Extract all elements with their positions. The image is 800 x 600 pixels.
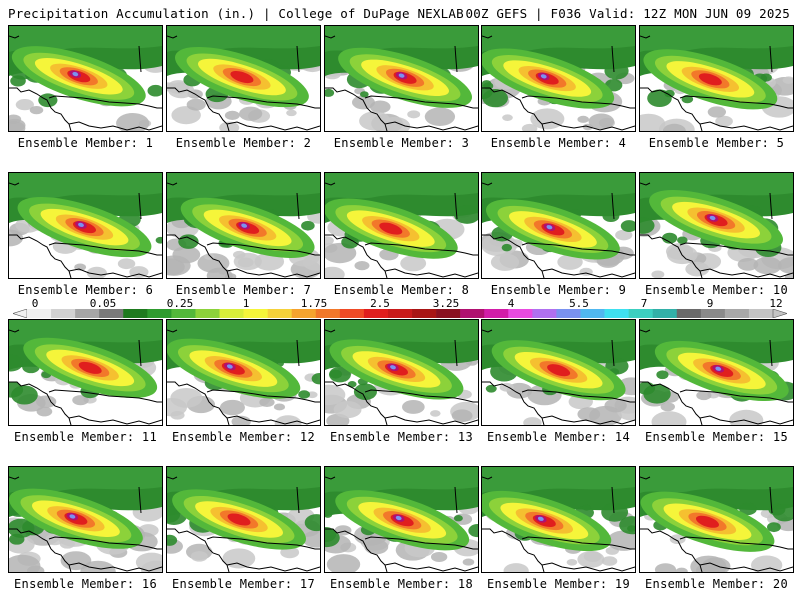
colorbar-swatch xyxy=(387,309,413,318)
colorbar-swatch xyxy=(171,309,196,318)
colorbar-swatch xyxy=(27,309,52,318)
colorbar-swatch xyxy=(460,309,485,318)
ensemble-member-caption: Ensemble Member: 18 xyxy=(330,577,473,591)
colorbar-swatch xyxy=(243,309,268,318)
precip-map xyxy=(166,466,321,573)
colorbar-swatch xyxy=(51,309,76,318)
colorbar-tick-label: 9 xyxy=(706,297,714,310)
precip-map xyxy=(8,25,163,132)
colorbar-swatch xyxy=(219,309,244,318)
precip-map xyxy=(166,319,321,426)
precip-map xyxy=(324,25,479,132)
colorbar-swatch xyxy=(147,309,172,318)
colorbar-tick-label: 4 xyxy=(507,297,515,310)
ensemble-member-caption: Ensemble Member: 6 xyxy=(17,283,154,297)
colorbar-swatch xyxy=(676,309,702,318)
ensemble-member-caption: Ensemble Member: 16 xyxy=(14,577,157,591)
precip-map xyxy=(8,172,163,279)
colorbar-right-arrow xyxy=(772,309,787,318)
colorbar-strip xyxy=(13,309,787,318)
colorbar-swatch xyxy=(484,309,509,318)
colorbar-tick-label: 0 xyxy=(31,297,39,310)
colorbar-swatch xyxy=(436,309,461,318)
colorbar-swatch xyxy=(700,309,726,318)
ensemble-member-caption: Ensemble Member: 7 xyxy=(175,283,312,297)
colorbar-swatch xyxy=(604,309,629,318)
colorbar-tick-label: 7 xyxy=(640,297,648,310)
precip-map xyxy=(481,25,636,132)
ensemble-member-caption: Ensemble Member: 13 xyxy=(330,430,473,444)
precip-map xyxy=(166,25,321,132)
colorbar-swatch xyxy=(267,309,293,318)
precip-map xyxy=(639,172,794,279)
colorbar-swatch xyxy=(99,309,124,318)
ensemble-member-caption: Ensemble Member: 12 xyxy=(172,430,315,444)
colorbar-tick-label: 1 xyxy=(242,297,250,310)
precip-map xyxy=(8,466,163,573)
ensemble-member-caption: Ensemble Member: 15 xyxy=(645,430,788,444)
colorbar-swatch xyxy=(123,309,148,318)
colorbar-swatch xyxy=(508,309,533,318)
colorbar-swatch xyxy=(724,309,750,318)
colorbar-tick-labels: 0 0.05 0.25 1 1.75 2.5 3.25 4 5.5 7 9 12 xyxy=(13,297,787,310)
precip-map xyxy=(8,319,163,426)
colorbar-swatch xyxy=(75,309,100,318)
ensemble-member-caption: Ensemble Member: 20 xyxy=(645,577,788,591)
colorbar-swatch xyxy=(412,309,437,318)
precip-map xyxy=(481,172,636,279)
colorbar: 0 0.05 0.25 1 1.75 2.5 3.25 4 5.5 7 9 12 xyxy=(13,297,787,319)
colorbar-swatch xyxy=(315,309,341,318)
precip-map xyxy=(166,172,321,279)
colorbar-swatch xyxy=(580,309,605,318)
colorbar-swatch xyxy=(748,309,774,318)
precip-map xyxy=(324,172,479,279)
colorbar-swatch xyxy=(291,309,317,318)
ensemble-member-caption: Ensemble Member: 19 xyxy=(487,577,630,591)
ensemble-member-caption: Ensemble Member: 17 xyxy=(172,577,315,591)
colorbar-swatch xyxy=(628,309,653,318)
ensemble-member-caption: Ensemble Member: 2 xyxy=(175,136,312,150)
precip-map xyxy=(639,319,794,426)
colorbar-tick-label: 2.5 xyxy=(370,297,390,310)
ensemble-member-caption: Ensemble Member: 4 xyxy=(490,136,627,150)
colorbar-swatch xyxy=(556,309,581,318)
precip-map xyxy=(324,319,479,426)
colorbar-swatch xyxy=(195,309,220,318)
ensemble-member-caption: Ensemble Member: 10 xyxy=(645,283,788,297)
colorbar-swatch xyxy=(652,309,678,318)
colorbar-tick-label: 5.5 xyxy=(569,297,589,310)
ensemble-member-caption: Ensemble Member: 3 xyxy=(333,136,470,150)
ensemble-member-caption: Ensemble Member: 1 xyxy=(17,136,154,150)
header-title: Precipitation Accumulation (in.) | Colle… xyxy=(8,6,464,21)
colorbar-swatch xyxy=(339,309,365,318)
colorbar-tick-label: 0.25 xyxy=(166,297,194,310)
colorbar-tick-label: 1.75 xyxy=(300,297,328,310)
ensemble-member-caption: Ensemble Member: 11 xyxy=(14,430,157,444)
colorbar-tick-label: 0.05 xyxy=(89,297,117,310)
ensemble-member-caption: Ensemble Member: 8 xyxy=(333,283,470,297)
ensemble-member-caption: Ensemble Member: 5 xyxy=(648,136,785,150)
colorbar-swatch xyxy=(363,309,389,318)
header-run-info: 00Z GEFS | F036 Valid: 12Z MON JUN 09 20… xyxy=(465,6,790,21)
precip-map xyxy=(639,466,794,573)
precip-map xyxy=(481,466,636,573)
ensemble-member-caption: Ensemble Member: 9 xyxy=(490,283,627,297)
colorbar-tick-label: 3.25 xyxy=(432,297,460,310)
ensemble-member-caption: Ensemble Member: 14 xyxy=(487,430,630,444)
precip-map xyxy=(481,319,636,426)
precip-map xyxy=(639,25,794,132)
colorbar-tick-label: 12 xyxy=(769,297,783,310)
colorbar-swatch xyxy=(532,309,557,318)
precip-map xyxy=(324,466,479,573)
colorbar-left-arrow xyxy=(13,309,28,318)
